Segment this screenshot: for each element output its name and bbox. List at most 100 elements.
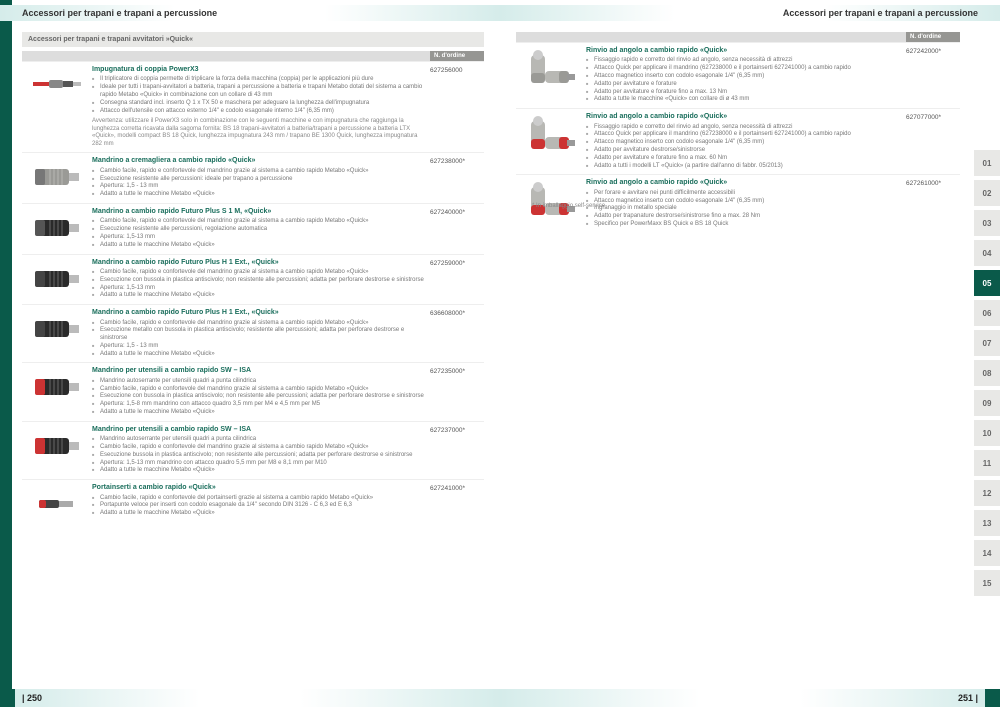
item-bullets: Fissaggio rapido e corretto del rinvio a…: [586, 57, 900, 104]
item-title: Mandrino a cambio rapido Futuro Plus H 1…: [92, 259, 424, 267]
column-header-row: N. d'ordine: [22, 51, 484, 61]
bullet: Fissaggio rapido e corretto del rinvio a…: [586, 57, 900, 65]
order-number: 636608000*: [430, 309, 484, 358]
order-number: 627237000*: [430, 426, 484, 475]
catalog-item: Mandrino a cremagliera a cambio rapido «…: [22, 152, 484, 203]
pager-tab-09[interactable]: 09: [974, 390, 1000, 416]
page-spread: Accessori per trapani e trapani a percus…: [0, 0, 1000, 707]
bullet: Specifico per PowerMaxx BS Quick e BS 18…: [586, 221, 900, 229]
item-title: Rinvio ad angolo a cambio rapido «Quick»: [586, 47, 900, 55]
bullet: Cambio facile, rapido e confortevole del…: [92, 495, 424, 503]
catalog-item: Mandrino a cambio rapido Futuro Plus S 1…: [22, 203, 484, 254]
bullet: Attacco dell'utensile con attacco estern…: [92, 108, 424, 116]
product-image: [22, 367, 92, 416]
bullet: Fissaggio rapido e corretto del rinvio a…: [586, 124, 900, 132]
catalog-item: Rinvio ad angolo a cambio rapido «Quick»…: [516, 108, 960, 174]
product-image: [516, 47, 586, 104]
bullet: Apertura: 1,5 - 13 mm: [92, 183, 424, 191]
product-image: [22, 157, 92, 199]
bullet: Adatto a tutte le macchine Metabo «Quick…: [92, 191, 424, 199]
pager-tab-12[interactable]: 12: [974, 480, 1000, 506]
catalog-item: Mandrino per utensili a cambio rapido SW…: [22, 421, 484, 479]
pager-tab-01[interactable]: 01: [974, 150, 1000, 176]
order-number: 627259000*: [430, 259, 484, 301]
left-page: Accessori per trapani e trapani a percus…: [0, 0, 500, 707]
bullet: Cambio facile, rapido e confortevole del…: [92, 320, 424, 328]
pager-tab-06[interactable]: 06: [974, 300, 1000, 326]
order-number: 627077000*: [906, 113, 960, 170]
bullet: Cambio facile, rapido e confortevole del…: [92, 168, 424, 176]
catalog-item: Mandrino per utensili a cambio rapido SW…: [22, 362, 484, 420]
bullet: Adatto a tutte le macchine «Quick» con c…: [586, 96, 900, 104]
bullet: Attacco Quick per applicare il mandrino …: [586, 65, 900, 73]
bullet: Portapunte veloce per inserti con codolo…: [92, 502, 424, 510]
bullet: Esecuzione bussola in plastica antiscivo…: [92, 452, 424, 460]
item-title: Mandrino a cambio rapido Futuro Plus H 1…: [92, 309, 424, 317]
catalog-item: Mandrino a cambio rapido Futuro Plus H 1…: [22, 254, 484, 305]
bullet: Consegna standard incl. inserto Q 1 x TX…: [92, 100, 424, 108]
item-note: Avvertenza: utilizzare il PowerX3 solo i…: [92, 118, 424, 148]
bullet: Attacco magnetico inserto con codolo esa…: [586, 73, 900, 81]
pager-tab-13[interactable]: 13: [974, 510, 1000, 536]
pager-tab-05[interactable]: 05: [974, 270, 1000, 296]
item-bullets: Cambio facile, rapido e confortevole del…: [92, 495, 424, 518]
bullet: Adatto per trapanature destrorse/sinistr…: [586, 213, 900, 221]
accent-bar: [0, 0, 12, 707]
left-content: Accessori per trapani e trapani avvitato…: [22, 32, 484, 524]
order-number-header: N. d'ordine: [430, 51, 484, 61]
item-title: Mandrino a cremagliera a cambio rapido «…: [92, 157, 424, 165]
bullet: Adatto a tutti i modelli LT «Quick» (a p…: [586, 163, 900, 171]
pager-tab-11[interactable]: 11: [974, 450, 1000, 476]
order-number-header-right: N. d'ordine: [906, 32, 960, 42]
pager-tab-14[interactable]: 14: [974, 540, 1000, 566]
item-bullets: Per forare e avvitare nei punti difficil…: [586, 190, 900, 229]
bullet: Apertura: 1,5-8 mm mandrino con attacco …: [92, 401, 424, 409]
right-content: N. d'ordine Rinvio ad angolo a cambio ra…: [516, 32, 960, 233]
pager-tab-02[interactable]: 02: [974, 180, 1000, 206]
header-right: Accessori per trapani e trapani a percus…: [500, 5, 1000, 21]
item-title: Mandrino per utensili a cambio rapido SW…: [92, 367, 424, 375]
bullet: Attacco Quick per applicare il mandrino …: [586, 131, 900, 139]
order-number: 627235000*: [430, 367, 484, 416]
pager-tab-03[interactable]: 03: [974, 210, 1000, 236]
product-image: [22, 309, 92, 358]
pager-tab-07[interactable]: 07: [974, 330, 1000, 356]
bullet: Apertura: 1,5-13 mm mandrino con attacco…: [92, 460, 424, 468]
catalog-item: Impugnatura di coppia PowerX3 Il triplic…: [22, 61, 484, 152]
product-image: [22, 484, 92, 520]
pager-tab-10[interactable]: 10: [974, 420, 1000, 446]
pager-tab-08[interactable]: 08: [974, 360, 1000, 386]
bullet: Adatto per avvitature e forature: [586, 81, 900, 89]
bullet: Apertura: 1,5-13 mm: [92, 285, 424, 293]
section-pager: 01 02 03 04 05 06 07 08 09 10 11 12 13 14 15: [974, 150, 1000, 600]
product-image: [516, 113, 586, 170]
pager-tab-15[interactable]: 15: [974, 570, 1000, 596]
bullet: Apertura: 1,5-13 mm: [92, 234, 424, 242]
bullet: Esecuzione con bussola in plastica antis…: [92, 393, 424, 401]
product-image: [22, 426, 92, 475]
item-title: Rinvio ad angolo a cambio rapido «Quick»: [586, 179, 900, 187]
bullet: Il triplicatore di coppia permette di tr…: [92, 76, 424, 84]
bullet: Esecuzione resistente alle percussioni: …: [92, 176, 424, 184]
item-bullets: Il triplicatore di coppia permette di tr…: [92, 76, 424, 115]
catalog-item: Rinvio ad angolo a cambio rapido «Quick»…: [516, 42, 960, 108]
bullet: Ideale per tutti i trapani-avvitatori a …: [92, 84, 424, 100]
item-title: Rinvio ad angolo a cambio rapido «Quick»: [586, 113, 900, 121]
bullet: Mandrino autoserrante per utensili quadr…: [92, 436, 424, 444]
order-number: 627256000: [430, 66, 484, 148]
order-number: 627241000*: [430, 484, 484, 520]
item-title: Mandrino a cambio rapido Futuro Plus S 1…: [92, 208, 424, 216]
bullet: Cambio facile, rapido e confortevole del…: [92, 444, 424, 452]
order-number: 627242000*: [906, 47, 960, 104]
product-image: [22, 66, 92, 148]
bullet: Attacco magnetico inserto con codolo esa…: [586, 139, 900, 147]
pager-tab-04[interactable]: 04: [974, 240, 1000, 266]
product-image: [22, 208, 92, 250]
footer-right: 251 |: [500, 689, 1000, 707]
bullet: Ingranaggio in metallo speciale: [586, 205, 900, 213]
page-number-left: | 250: [0, 693, 42, 703]
subsection-heading: Accessori per trapani e trapani avvitato…: [22, 32, 484, 47]
bullet: Adatto per avvitature e forature fino a …: [586, 155, 900, 163]
catalog-item: Mandrino a cambio rapido Futuro Plus H 1…: [22, 304, 484, 362]
column-header-row-right: N. d'ordine: [516, 32, 960, 42]
